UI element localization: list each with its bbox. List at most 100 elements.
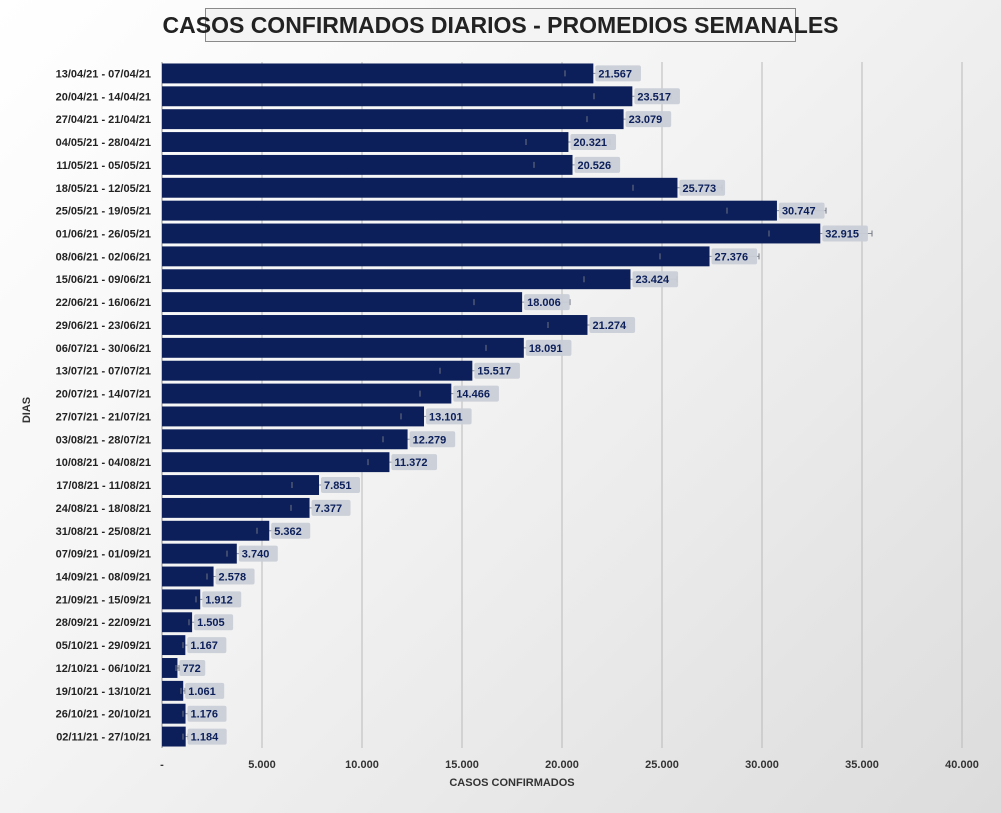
- value-label: 1.176: [191, 709, 219, 721]
- category-label: 29/06/21 - 23/06/21: [56, 320, 151, 332]
- value-label: 27.376: [715, 251, 749, 263]
- bar: [162, 566, 214, 587]
- value-label-box: [185, 682, 225, 699]
- bar: [162, 109, 624, 130]
- value-label-box: [634, 88, 680, 105]
- category-label: 12/10/21 - 06/10/21: [56, 663, 151, 675]
- category-label: 21/09/21 - 15/09/21: [56, 594, 151, 606]
- value-label-box: [625, 111, 672, 128]
- bar: [162, 520, 270, 541]
- value-label: 23.517: [637, 91, 671, 103]
- category-label: 25/05/21 - 19/05/21: [56, 206, 151, 218]
- category-label: 17/08/21 - 11/08/21: [56, 480, 151, 492]
- value-label: 23.079: [629, 114, 663, 126]
- bar: [162, 360, 473, 381]
- value-label: 21.567: [598, 68, 632, 80]
- value-label-box: [271, 522, 311, 539]
- category-label: 10/08/21 - 04/08/21: [56, 457, 151, 469]
- bar: [162, 177, 678, 198]
- value-label-box: [187, 728, 227, 745]
- category-label: 05/10/21 - 29/09/21: [56, 640, 151, 652]
- value-label-box: [187, 705, 227, 722]
- bar: [162, 612, 193, 633]
- x-tick-label: -: [160, 759, 164, 771]
- value-label-box: [632, 271, 679, 288]
- value-label-box: [391, 454, 438, 471]
- value-label: 23.424: [635, 274, 670, 286]
- value-label-box: [524, 294, 570, 311]
- value-label: 2.578: [219, 572, 247, 584]
- category-label: 20/07/21 - 14/07/21: [56, 389, 151, 401]
- value-label: 18.091: [529, 343, 563, 355]
- bar: [162, 154, 573, 175]
- bar: [162, 315, 588, 335]
- category-label: 08/06/21 - 02/06/21: [56, 251, 151, 263]
- value-label: 14.466: [456, 389, 490, 401]
- value-label-box: [215, 568, 255, 585]
- bar: [162, 589, 201, 610]
- value-label-box: [321, 477, 361, 494]
- value-label-box: [311, 499, 351, 516]
- category-label: 27/04/21 - 21/04/21: [56, 114, 151, 126]
- value-label: 1.912: [205, 594, 233, 606]
- value-label-box: [238, 545, 278, 562]
- value-label: 18.006: [527, 297, 561, 309]
- category-label: 18/05/21 - 12/05/21: [56, 183, 151, 195]
- value-label-box: [179, 659, 206, 676]
- x-tick-label: 35.000: [845, 759, 879, 771]
- value-label: 12.279: [413, 434, 447, 446]
- category-label: 01/06/21 - 26/05/21: [56, 229, 151, 241]
- bar: [162, 452, 390, 473]
- value-label: 1.061: [188, 686, 216, 698]
- value-label-box: [194, 614, 234, 631]
- value-label-box: [409, 431, 456, 448]
- category-label: 20/04/21 - 14/04/21: [56, 91, 151, 103]
- value-label: 20.321: [573, 137, 607, 149]
- value-label: 21.274: [592, 320, 627, 332]
- bar: [162, 658, 178, 678]
- bar: [162, 543, 237, 564]
- x-tick-label: 30.000: [745, 759, 779, 771]
- value-label: 30.747: [782, 206, 816, 218]
- x-tick-label: 15.000: [445, 759, 479, 771]
- value-label-box: [453, 385, 499, 402]
- value-label-box: [778, 202, 825, 219]
- value-label-box: [474, 362, 520, 379]
- x-tick-label: 10.000: [345, 759, 379, 771]
- value-label-box: [595, 65, 641, 82]
- bar: [162, 223, 821, 244]
- value-label-box: [570, 134, 617, 151]
- grid-lines: [261, 62, 963, 748]
- value-label-box: [679, 179, 726, 196]
- value-label-box: [711, 248, 758, 265]
- category-label: 24/08/21 - 18/08/21: [56, 503, 151, 515]
- bar: [162, 635, 186, 656]
- value-label-box: [187, 637, 227, 654]
- bar: [162, 246, 710, 267]
- x-tick-label: 20.000: [545, 759, 579, 771]
- chart-title: CASOS CONFIRMADOS DIARIOS - PROMEDIOS SE…: [163, 8, 839, 42]
- category-label: 07/09/21 - 01/09/21: [56, 549, 151, 561]
- x-tick-label: 5.000: [248, 759, 276, 771]
- bar: [162, 429, 408, 450]
- x-tick-label: 25.000: [645, 759, 679, 771]
- x-axis-title: CASOS CONFIRMADOS: [449, 777, 574, 789]
- y-axis-title: DIAS: [21, 397, 33, 423]
- value-label-box: [426, 408, 472, 425]
- bars: [162, 63, 821, 747]
- bar: [162, 132, 569, 152]
- value-label: 5.362: [274, 526, 302, 538]
- bar: [162, 497, 310, 518]
- bar: [162, 726, 186, 747]
- value-label-box: [589, 316, 636, 333]
- category-label: 28/09/21 - 22/09/21: [56, 617, 151, 629]
- value-label: 13.101: [429, 411, 463, 423]
- category-label: 27/07/21 - 21/07/21: [56, 411, 151, 423]
- bar: [162, 383, 452, 404]
- bar: [162, 680, 184, 701]
- bar: [162, 63, 594, 84]
- bar: [162, 703, 186, 724]
- value-label: 1.167: [190, 640, 218, 652]
- category-label: 15/06/21 - 09/06/21: [56, 274, 151, 286]
